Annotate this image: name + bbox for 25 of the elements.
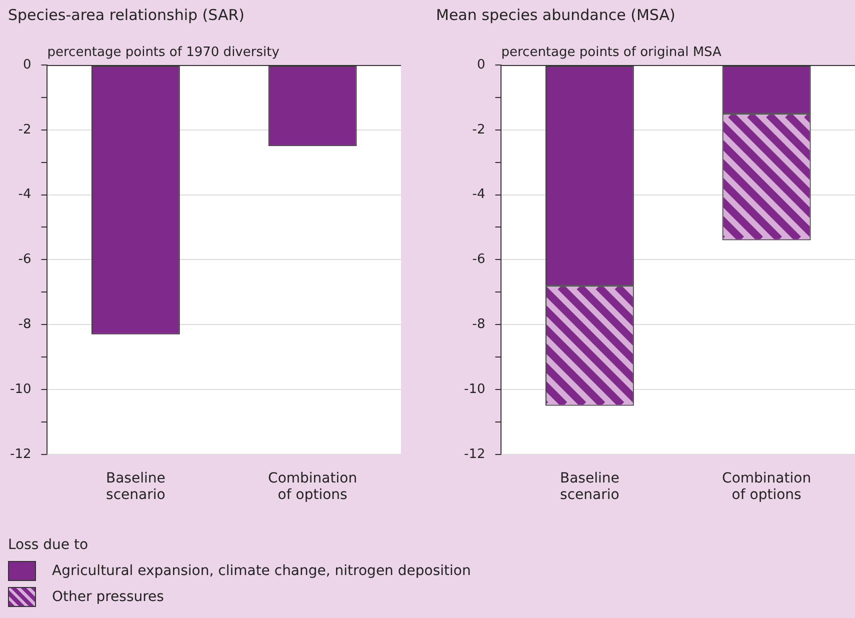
y-tick-label: -10 [464,382,486,397]
y-tick-label: -12 [10,446,32,462]
y-tick-label: -4 [472,187,486,202]
y-tick-label: -8 [18,316,32,332]
x-tick-label: Combination of options [722,470,812,504]
chart-title: Species-area relationship (SAR) [8,6,244,24]
x-tick-label: Combination of options [268,470,358,504]
y-tick-label: -10 [10,382,32,397]
legend-label: Other pressures [52,589,164,605]
x-tick-label: Baseline scenario [106,470,166,504]
y-tick-label: -8 [472,316,486,332]
y-tick-label: -12 [464,446,486,462]
y-tick-label: -2 [18,122,32,138]
y-tick-label: -4 [18,187,32,202]
y-tick-label: 0 [22,57,32,72]
y-axis-title: percentage points of original MSA [501,44,722,60]
y-axis-title: percentage points of 1970 diversity [47,44,280,60]
legend-label: Agricultural expansion, climate change, nitrogen deposition [52,563,471,579]
y-tick-label: -6 [18,252,32,268]
y-tick-label: -2 [472,122,486,138]
y-tick-label: -6 [472,252,486,268]
legend-title: Loss due to [8,537,90,553]
chart-title: Mean species abundance (MSA) [436,6,676,24]
x-tick-label: Baseline scenario [560,470,620,504]
y-tick-label: 0 [476,57,486,72]
